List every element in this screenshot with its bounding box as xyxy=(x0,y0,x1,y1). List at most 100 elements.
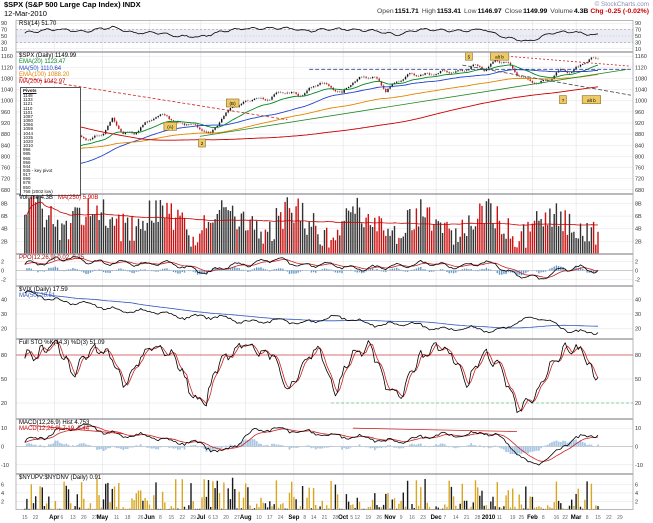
svg-text:2: 2 xyxy=(201,141,204,146)
svg-text:Jun: Jun xyxy=(144,515,155,521)
svg-text:50: 50 xyxy=(1,34,7,40)
svg-text:8B: 8B xyxy=(1,202,8,208)
copyright: © StockCharts.com xyxy=(594,1,649,8)
svg-text:Oct: Oct xyxy=(338,515,348,521)
svg-text:6: 6 xyxy=(635,482,638,488)
vix-panel: 40 40 30 30 20 20 $VIX (Daily) 17.59 MA(50) 2… xyxy=(0,286,653,339)
svg-text:960: 960 xyxy=(635,110,644,116)
chart-date: 12-Mar-2010 xyxy=(4,8,47,18)
svg-text:1160: 1160 xyxy=(635,54,647,60)
volume-value: 4.3B xyxy=(573,8,589,15)
quote-line: Open1151.71 High1153.41 Low1146.97 Close114… xyxy=(374,8,649,15)
svg-text:20: 20 xyxy=(635,327,641,333)
svg-text:1040: 1040 xyxy=(635,88,647,94)
svg-text:24: 24 xyxy=(278,515,284,521)
svg-text:Dec: Dec xyxy=(431,515,443,521)
svg-text:16: 16 xyxy=(554,515,560,521)
svg-text:25: 25 xyxy=(519,515,525,521)
svg-text:5: 5 xyxy=(350,515,353,521)
symbol-title: $SPX (S&P 500 Large Cap Index) INDX xyxy=(4,0,141,9)
stochastics-panel: 80 80 50 50 20 20 Full STO %K(14,3) %D(3) 51.… xyxy=(0,339,653,419)
svg-text:800: 800 xyxy=(1,154,10,160)
svg-text:May: May xyxy=(97,515,109,521)
vix-plot: 40 40 30 30 20 20 xyxy=(1,286,641,339)
svg-text:13: 13 xyxy=(70,515,76,521)
updown-volume-plot: 6 6 4 4 2 2 xyxy=(1,474,638,510)
svg-text:-10: -10 xyxy=(635,463,643,469)
svg-text:21: 21 xyxy=(464,515,470,521)
svg-text:0: 0 xyxy=(1,269,4,275)
svg-text:(A): (A) xyxy=(167,125,174,130)
svg-text:2: 2 xyxy=(1,499,4,505)
svg-text:8: 8 xyxy=(542,515,545,521)
svg-text:920: 920 xyxy=(635,121,644,127)
svg-text:40: 40 xyxy=(1,297,7,303)
svg-text:6B: 6B xyxy=(1,214,8,220)
svg-text:1080: 1080 xyxy=(635,77,647,83)
svg-text:800: 800 xyxy=(635,154,644,160)
svg-text:840: 840 xyxy=(1,143,10,149)
svg-text:1160: 1160 xyxy=(1,54,13,60)
svg-text:50: 50 xyxy=(1,377,7,383)
svg-text:4: 4 xyxy=(1,491,4,497)
close-label: Close xyxy=(504,8,523,15)
svg-text:0: 0 xyxy=(635,445,638,451)
svg-text:960: 960 xyxy=(1,110,10,116)
svg-text:6: 6 xyxy=(1,482,4,488)
svg-text:Aug: Aug xyxy=(240,515,252,521)
svg-text:10: 10 xyxy=(635,426,641,432)
svg-text:760: 760 xyxy=(1,166,10,172)
svg-text:Feb: Feb xyxy=(527,515,538,521)
svg-text:8: 8 xyxy=(586,515,589,521)
svg-text:11: 11 xyxy=(497,515,502,521)
svg-text:50: 50 xyxy=(635,34,641,40)
svg-text:Apr: Apr xyxy=(49,515,60,521)
svg-text:Nov: Nov xyxy=(384,515,396,521)
svg-text:880: 880 xyxy=(1,132,10,138)
svg-text:-10: -10 xyxy=(1,463,9,469)
svg-text:30: 30 xyxy=(1,312,7,318)
price-panel: (A) 2 (B) 5 alt b? alt b 1160 1160 1120 1120 1080 1… xyxy=(0,52,653,196)
svg-text:6: 6 xyxy=(61,515,64,521)
svg-text:1120: 1120 xyxy=(1,65,13,71)
svg-text:1000: 1000 xyxy=(1,99,13,105)
svg-text:22: 22 xyxy=(33,515,39,521)
svg-text:(B): (B) xyxy=(230,101,237,106)
svg-text:8B: 8B xyxy=(635,202,642,208)
svg-text:7: 7 xyxy=(443,515,446,521)
chg-label: Chg xyxy=(590,8,604,15)
svg-text:6: 6 xyxy=(208,515,211,521)
volume-plot: 8B 8B 6B 6B 4B 4B 2B 2B xyxy=(1,194,642,254)
svg-text:2: 2 xyxy=(635,499,638,505)
svg-text:20: 20 xyxy=(1,327,7,333)
svg-text:80: 80 xyxy=(1,353,7,359)
svg-text:29: 29 xyxy=(617,515,623,521)
macd-panel: 10 10 0 0 -10 -10 MACD(12,26,9) Hist 4.753 MA… xyxy=(0,419,653,474)
svg-text:80: 80 xyxy=(635,353,641,359)
svg-text:720: 720 xyxy=(1,177,10,183)
svg-text:19: 19 xyxy=(510,515,516,521)
svg-text:28: 28 xyxy=(333,515,339,521)
volume-panel: 8B 8B 6B 6B 4B 4B 2B 2B Volume 4.3B MA(250) 5.90… xyxy=(0,194,653,254)
low-label: Low xyxy=(464,8,477,15)
svg-text:14: 14 xyxy=(453,515,459,521)
stochastics-plot: 80 80 50 50 20 20 xyxy=(1,339,641,419)
svg-text:680: 680 xyxy=(1,188,10,194)
svg-text:720: 720 xyxy=(635,177,644,183)
svg-text:Sep: Sep xyxy=(288,515,299,521)
svg-text:22: 22 xyxy=(606,515,612,521)
svg-text:30: 30 xyxy=(635,40,641,46)
svg-text:760: 760 xyxy=(635,166,644,172)
svg-text:2010: 2010 xyxy=(482,515,496,521)
svg-text:16: 16 xyxy=(409,515,415,521)
rsi-panel: 90 90 70 70 50 50 30 30 10 10 RSI(14) 51.70 xyxy=(0,20,653,52)
svg-text:2: 2 xyxy=(635,259,638,265)
svg-text:9: 9 xyxy=(400,515,403,521)
svg-text:30: 30 xyxy=(1,40,7,46)
svg-text:26: 26 xyxy=(376,515,382,521)
macd-plot: 10 10 0 0 -10 -10 xyxy=(1,419,643,474)
